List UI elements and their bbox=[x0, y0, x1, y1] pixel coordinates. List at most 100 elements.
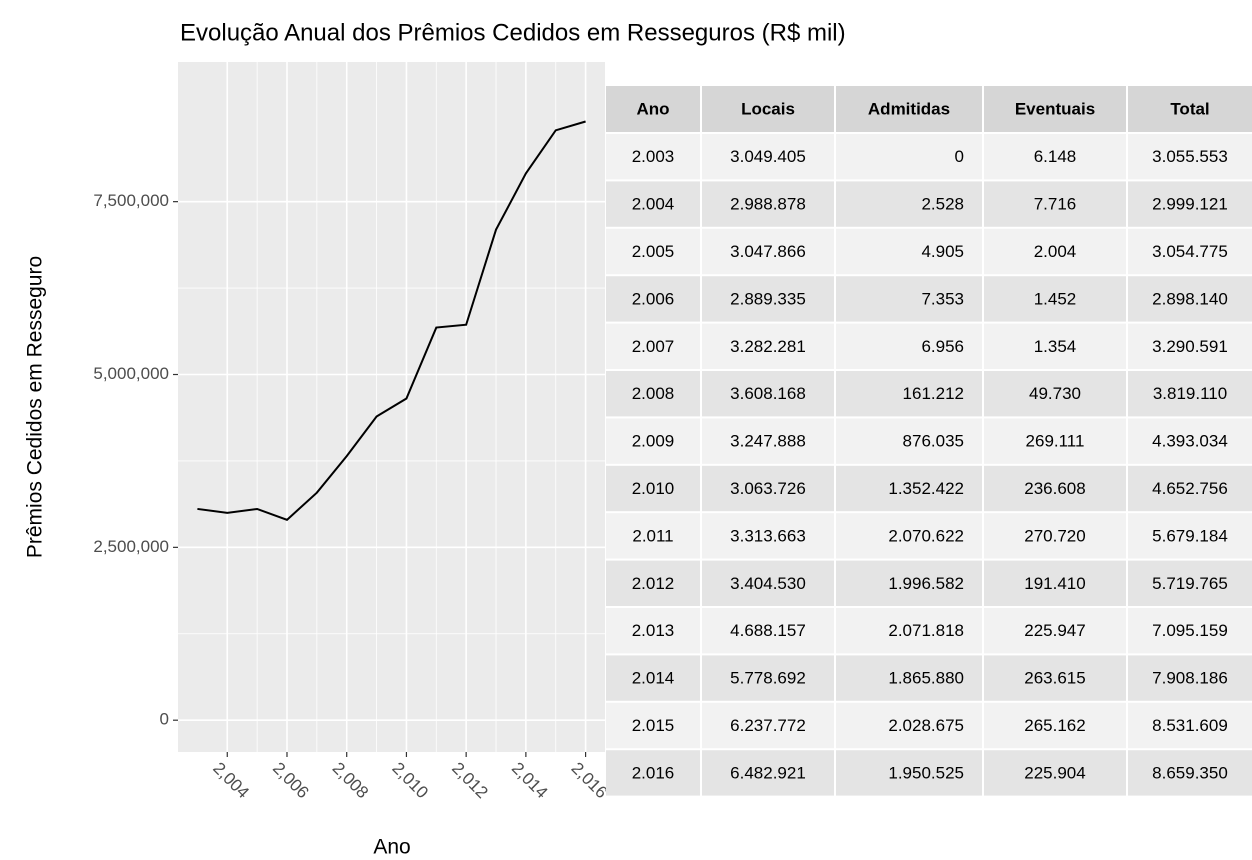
table-cell-text: 265.162 bbox=[1024, 716, 1085, 735]
table-cell-text: 2.988.878 bbox=[730, 195, 806, 214]
table-cell bbox=[984, 181, 1126, 227]
table-header: Ano bbox=[636, 99, 669, 118]
table-cell bbox=[836, 702, 982, 749]
table-cell-text: 2.070.622 bbox=[888, 526, 964, 545]
table-cell bbox=[702, 181, 834, 227]
table-cell-text: 2.528 bbox=[921, 195, 964, 214]
table-cell bbox=[836, 228, 982, 275]
table-cell-text: 4.393.034 bbox=[1152, 432, 1228, 451]
table-cell bbox=[984, 323, 1126, 369]
table-header-cell bbox=[702, 86, 834, 132]
table-cell bbox=[984, 371, 1126, 417]
table-cell bbox=[702, 702, 834, 749]
y-axis-title: Prêmios Cedidos em Resseguro bbox=[24, 256, 47, 558]
table-cell bbox=[702, 608, 834, 654]
table-cell-text: 3.049.405 bbox=[730, 147, 806, 166]
table-cell bbox=[606, 465, 700, 512]
table-cell-text: 2.016 bbox=[632, 763, 675, 782]
table-cell bbox=[1128, 560, 1252, 606]
table-cell-text: 4.652.756 bbox=[1152, 479, 1228, 498]
table-cell-text: 2.004 bbox=[1034, 242, 1077, 261]
table-cell-text: 191.410 bbox=[1024, 574, 1085, 593]
table-cell-text: 6.237.772 bbox=[730, 716, 806, 735]
table-cell bbox=[1128, 750, 1252, 796]
table-cell-text: 269.111 bbox=[1026, 432, 1085, 451]
table-cell-text: 3.247.888 bbox=[730, 432, 806, 451]
table-cell bbox=[702, 750, 834, 796]
line bbox=[197, 120, 586, 521]
table-cell bbox=[1128, 702, 1252, 749]
table-cell-text: 161.212 bbox=[903, 384, 964, 403]
table-cell bbox=[1128, 655, 1252, 701]
table-cell-text: 4.905 bbox=[921, 242, 964, 261]
table-cell-text: 263.615 bbox=[1024, 669, 1085, 688]
table-cell bbox=[984, 513, 1126, 559]
table-cell-text: 7.095.159 bbox=[1152, 621, 1228, 640]
table-cell-text: 6.148 bbox=[1034, 147, 1077, 166]
table-cell bbox=[1128, 418, 1252, 464]
table-cell-text: 225.947 bbox=[1024, 621, 1085, 640]
table-cell bbox=[1128, 371, 1252, 417]
table-cell-text: 3.404.530 bbox=[730, 574, 806, 593]
table-cell bbox=[836, 418, 982, 464]
table-cell-text: 225.904 bbox=[1024, 763, 1085, 782]
table-cell bbox=[1128, 323, 1252, 369]
table-cell-text: 2.011 bbox=[632, 526, 673, 545]
table-cell bbox=[836, 323, 982, 369]
table-cell-text: 49.730 bbox=[1029, 384, 1081, 403]
table-cell bbox=[702, 418, 834, 464]
table-cell bbox=[1128, 513, 1252, 559]
table-cell-text: 2.071.818 bbox=[888, 621, 964, 640]
table-cell-text: 3.282.281 bbox=[730, 337, 806, 356]
table-cell bbox=[702, 371, 834, 417]
table-cell-text: 876.035 bbox=[903, 432, 964, 451]
y-tick-label: 0 bbox=[160, 710, 169, 729]
table-header: Total bbox=[1170, 99, 1209, 118]
table-cell-text: 1.354 bbox=[1034, 337, 1077, 356]
table-cell bbox=[606, 371, 700, 417]
table-cell bbox=[606, 655, 700, 701]
table-cell bbox=[606, 513, 700, 559]
table-cell-text: 8.531.609 bbox=[1152, 716, 1228, 735]
table-cell bbox=[1128, 465, 1252, 512]
table-cell bbox=[984, 702, 1126, 749]
table-cell-text: 2.898.140 bbox=[1152, 289, 1228, 308]
table-cell bbox=[836, 750, 982, 796]
table-cell-text: 8.659.350 bbox=[1152, 763, 1228, 782]
table-cell bbox=[606, 323, 700, 369]
table-header-cell bbox=[606, 86, 700, 132]
y-tick-label: 7,500,000 bbox=[93, 191, 169, 210]
table-cell bbox=[606, 276, 700, 322]
table-cell bbox=[606, 750, 700, 796]
table-cell-text: 3.047.866 bbox=[730, 242, 806, 261]
table-cell-text: 7.716 bbox=[1034, 195, 1077, 214]
table-cell bbox=[836, 655, 982, 701]
table-cell bbox=[984, 465, 1126, 512]
table-header-cell bbox=[1128, 86, 1252, 132]
table-cell bbox=[984, 276, 1126, 322]
y-tick-label: 5,000,000 bbox=[93, 364, 169, 383]
table-cell-text: 2.008 bbox=[632, 384, 675, 403]
table-cell-text: 2.015 bbox=[632, 716, 675, 735]
table-cell bbox=[1128, 276, 1252, 322]
table-cell-text: 2.003 bbox=[632, 147, 675, 166]
table-cell-text: 2.007 bbox=[632, 337, 675, 356]
table-cell bbox=[606, 228, 700, 275]
table-cell-text: 5.679.184 bbox=[1152, 526, 1228, 545]
table-cell bbox=[606, 134, 700, 180]
table-cell bbox=[836, 181, 982, 227]
table-cell bbox=[702, 276, 834, 322]
table-cell-text: 5.778.692 bbox=[730, 669, 806, 688]
table-cell-text: 1.352.422 bbox=[888, 479, 964, 498]
table-cell bbox=[1128, 608, 1252, 654]
table-cell-text: 236.608 bbox=[1024, 479, 1085, 498]
table-cell bbox=[984, 750, 1126, 796]
table-cell bbox=[984, 134, 1126, 180]
table-cell bbox=[702, 134, 834, 180]
table-cell-text: 3.063.726 bbox=[730, 479, 806, 498]
table-header: Locais bbox=[741, 99, 795, 118]
table-cell-text: 2.889.335 bbox=[730, 289, 806, 308]
table-cell-text: 3.608.168 bbox=[730, 384, 806, 403]
